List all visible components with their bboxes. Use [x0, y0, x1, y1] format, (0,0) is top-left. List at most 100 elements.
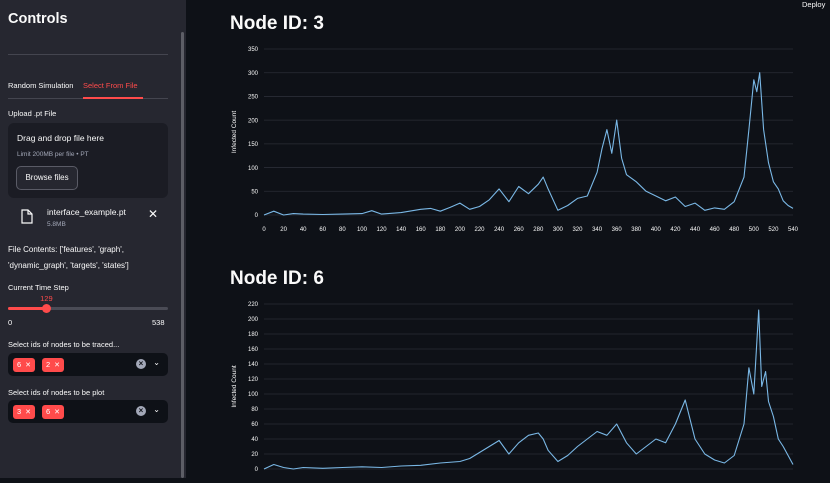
- y-tick-label: 0: [255, 467, 259, 473]
- x-tick-label: 340: [592, 227, 603, 233]
- y-tick-label: 40: [251, 437, 258, 443]
- trace-chip: 2 ✕: [42, 358, 65, 372]
- file-icon: [21, 209, 33, 224]
- series-line: [263, 72, 794, 216]
- y-tick-label: 60: [251, 422, 258, 428]
- sidebar-title: Controls: [8, 11, 68, 27]
- x-tick-label: 200: [455, 227, 466, 233]
- tab-random-simulation[interactable]: Random Simulation: [8, 81, 74, 90]
- series-line: [263, 309, 794, 470]
- x-tick-label: 280: [533, 227, 544, 233]
- close-icon[interactable]: ✕: [148, 207, 159, 221]
- uploaded-file: interface_example.pt 5.8MB ✕: [8, 204, 168, 234]
- tab-select-from-file[interactable]: Select From File: [83, 81, 138, 90]
- y-tick-label: 20: [251, 452, 258, 458]
- chip-remove-icon[interactable]: ✕: [25, 362, 32, 369]
- y-tick-label: 350: [248, 47, 259, 53]
- chip-remove-icon[interactable]: ✕: [25, 409, 32, 416]
- active-tab-indicator: [83, 97, 143, 99]
- file-contents-text: File Contents: ['features', 'graph', 'dy…: [8, 242, 178, 274]
- slider-max: 538: [152, 318, 165, 327]
- trace-chip: 6 ✕: [13, 358, 36, 372]
- sidebar-scrollbar[interactable]: [181, 32, 184, 478]
- file-dropzone[interactable]: Drag and drop file here Limit 200MB per …: [8, 123, 168, 198]
- chip-label: 2: [46, 360, 51, 369]
- plot-chip: 6 ✕: [42, 405, 65, 419]
- deploy-button[interactable]: Deploy: [802, 0, 826, 9]
- y-axis-label: Infected Count: [231, 365, 238, 407]
- tab-bar: Random Simulation Select From File: [8, 80, 168, 99]
- time-step-value: 129: [40, 294, 53, 303]
- x-tick-label: 160: [416, 227, 427, 233]
- chip-remove-icon[interactable]: ✕: [54, 409, 61, 416]
- chart-node-6: 0 20 40 60 80 100 120 140 160 180 200 220 Infected C…: [228, 296, 800, 483]
- x-tick-label: 400: [651, 227, 662, 233]
- x-tick-label: 0: [262, 227, 266, 233]
- plot-select-label: Select ids of nodes to be plot: [8, 388, 105, 397]
- x-tick-label: 320: [572, 227, 583, 233]
- slider-fill: [8, 307, 47, 310]
- x-tick-label: 220: [475, 227, 486, 233]
- chip-label: 3: [17, 407, 22, 416]
- clear-icon[interactable]: ×: [136, 406, 146, 416]
- y-tick-label: 180: [248, 332, 259, 338]
- time-step-label: Current Time Step: [8, 283, 69, 292]
- y-tick-label: 50: [251, 189, 258, 195]
- x-tick-label: 40: [300, 227, 307, 233]
- x-tick-label: 100: [357, 227, 368, 233]
- file-contents-line-2: 'dynamic_graph', 'targets', 'states']: [8, 261, 129, 270]
- x-tick-label: 480: [729, 227, 740, 233]
- y-tick-label: 250: [248, 95, 259, 101]
- plot-nodes-multiselect[interactable]: 3 ✕ 6 ✕ × ⌄: [8, 400, 168, 423]
- line-chart-node-6: 0 20 40 60 80 100 120 140 160 180 200 220 Infected C…: [231, 302, 794, 473]
- y-tick-label: 100: [248, 166, 259, 172]
- x-tick-label: 60: [319, 227, 326, 233]
- y-tick-label: 200: [248, 118, 259, 124]
- x-tick-label: 360: [612, 227, 623, 233]
- x-tick-label: 500: [749, 227, 760, 233]
- y-tick-label: 120: [248, 377, 259, 383]
- y-tick-label: 0: [255, 213, 259, 219]
- x-tick-label: 80: [339, 227, 346, 233]
- y-axis-label: Infected Count: [231, 111, 238, 153]
- file-name: interface_example.pt: [47, 207, 126, 217]
- x-tick-label: 120: [377, 227, 388, 233]
- file-size: 5.8MB: [47, 221, 66, 228]
- chart-title-node-3: Node ID: 3: [230, 13, 324, 34]
- sidebar: Controls Random Simulation Select From F…: [0, 0, 186, 478]
- line-chart-node-3: 0 50 100 150 200 250 300 350 0 20 40 60 80 100 120 140 1…: [231, 47, 799, 233]
- browse-files-button[interactable]: Browse files: [16, 166, 78, 190]
- x-tick-label: 140: [396, 227, 407, 233]
- trace-select-label: Select ids of nodes to be traced...: [8, 340, 120, 349]
- chart-node-3: 0 50 100 150 200 250 300 350 0 20 40 60 80 100 120 140 1…: [228, 40, 800, 245]
- y-tick-label: 150: [248, 142, 259, 148]
- y-tick-label: 220: [248, 302, 259, 308]
- clear-icon[interactable]: ×: [136, 359, 146, 369]
- y-tick-label: 80: [251, 407, 258, 413]
- slider-min: 0: [8, 318, 13, 327]
- x-tick-label: 380: [631, 227, 642, 233]
- chevron-down-icon[interactable]: ⌄: [153, 405, 160, 414]
- chip-label: 6: [17, 360, 22, 369]
- x-tick-label: 300: [553, 227, 564, 233]
- x-tick-label: 180: [435, 227, 446, 233]
- x-tick-label: 240: [494, 227, 505, 233]
- trace-nodes-multiselect[interactable]: 6 ✕ 2 ✕ × ⌄: [8, 353, 168, 376]
- x-tick-label: 520: [768, 227, 779, 233]
- y-tick-label: 200: [248, 317, 259, 323]
- slider-thumb[interactable]: [41, 304, 51, 313]
- chip-remove-icon[interactable]: ✕: [54, 362, 61, 369]
- sidebar-divider: [8, 54, 168, 55]
- plot-chip: 3 ✕: [13, 405, 36, 419]
- x-tick-label: 540: [788, 227, 799, 233]
- x-tick-label: 440: [690, 227, 701, 233]
- y-tick-label: 300: [248, 71, 259, 77]
- file-contents-line-1: File Contents: ['features', 'graph',: [8, 245, 124, 254]
- x-tick-label: 460: [710, 227, 721, 233]
- chart-title-node-6: Node ID: 6: [230, 268, 324, 289]
- upload-label: Upload .pt File: [8, 109, 57, 118]
- y-tick-label: 100: [248, 392, 259, 398]
- chevron-down-icon[interactable]: ⌄: [153, 358, 160, 367]
- y-tick-label: 140: [248, 362, 259, 368]
- time-step-slider[interactable]: [8, 304, 168, 313]
